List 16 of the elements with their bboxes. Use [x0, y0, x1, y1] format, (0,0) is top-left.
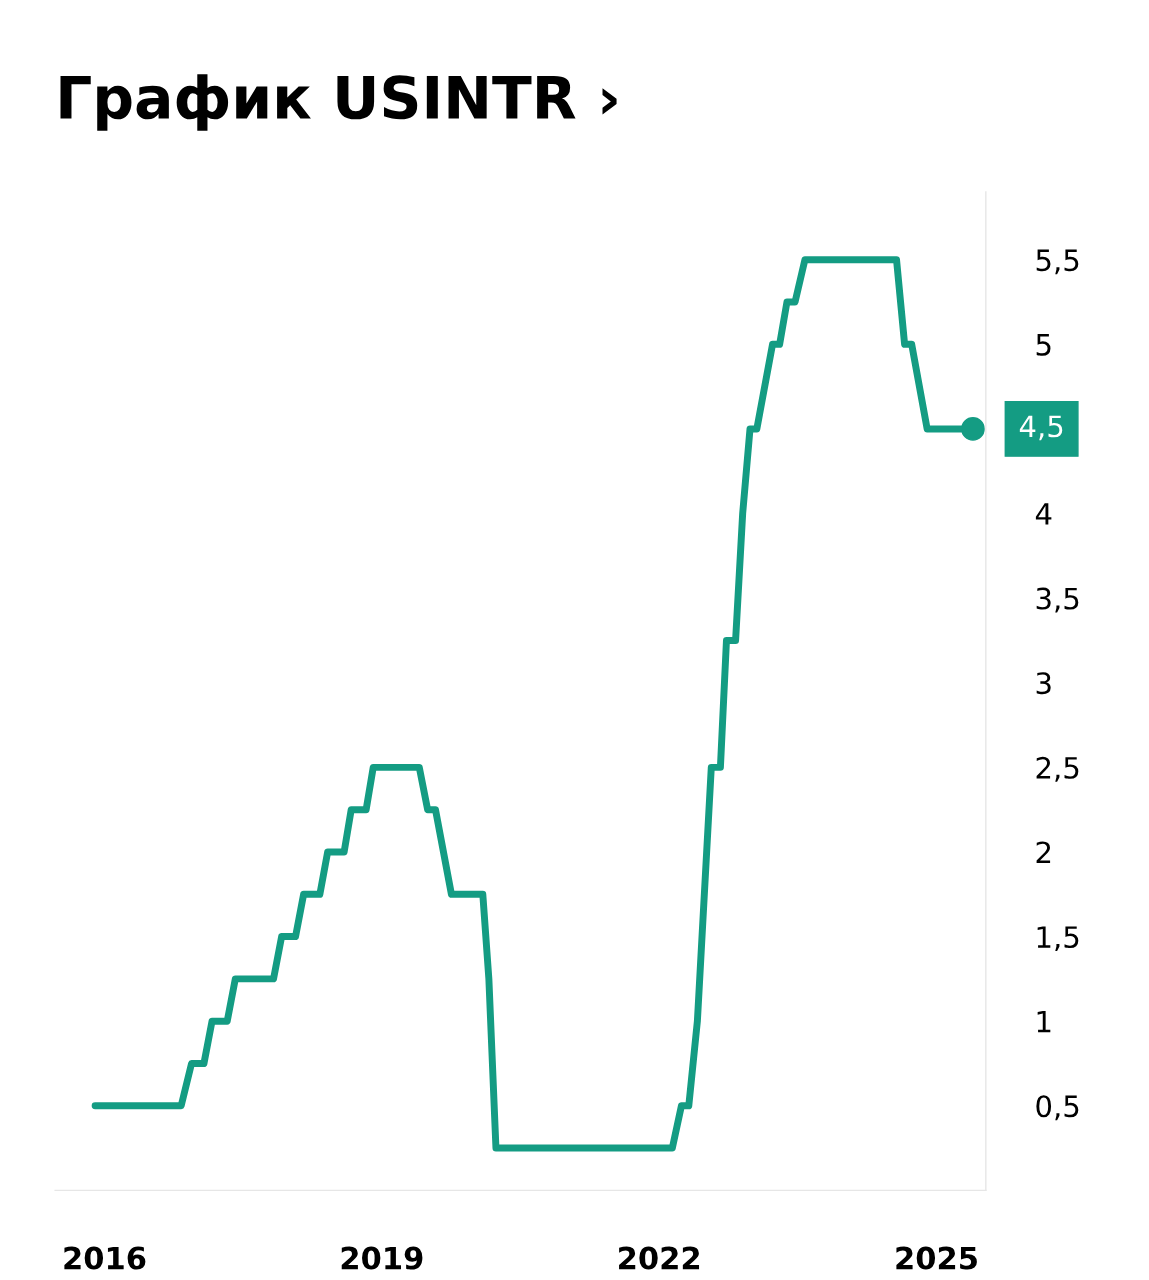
x-tick-label: 2025 [896, 1246, 977, 1270]
y-tick-label: 0,5 [1036, 1095, 1079, 1121]
y-tick-label: 2 [1036, 841, 1051, 864]
y-tick-label: 3 [1036, 672, 1051, 695]
chart-title: График USINTR › [60, 74, 617, 131]
y-tick-label: 1 [1037, 1011, 1051, 1033]
x-tick-label: 2016 [64, 1246, 146, 1270]
y-tick-label: 4 [1035, 503, 1052, 525]
y-tick-label: 1,5 [1037, 926, 1079, 952]
x-tick-label: 2022 [619, 1246, 700, 1270]
y-tick-label: 5 [1036, 334, 1051, 356]
y-tick-label: 5,5 [1036, 249, 1079, 275]
annotation: 4,5 [1019, 415, 1063, 441]
y-tick-label: 3,5 [1036, 587, 1079, 613]
y-tick-label: 2,5 [1036, 756, 1079, 782]
x-tick-label: 2019 [341, 1246, 423, 1270]
